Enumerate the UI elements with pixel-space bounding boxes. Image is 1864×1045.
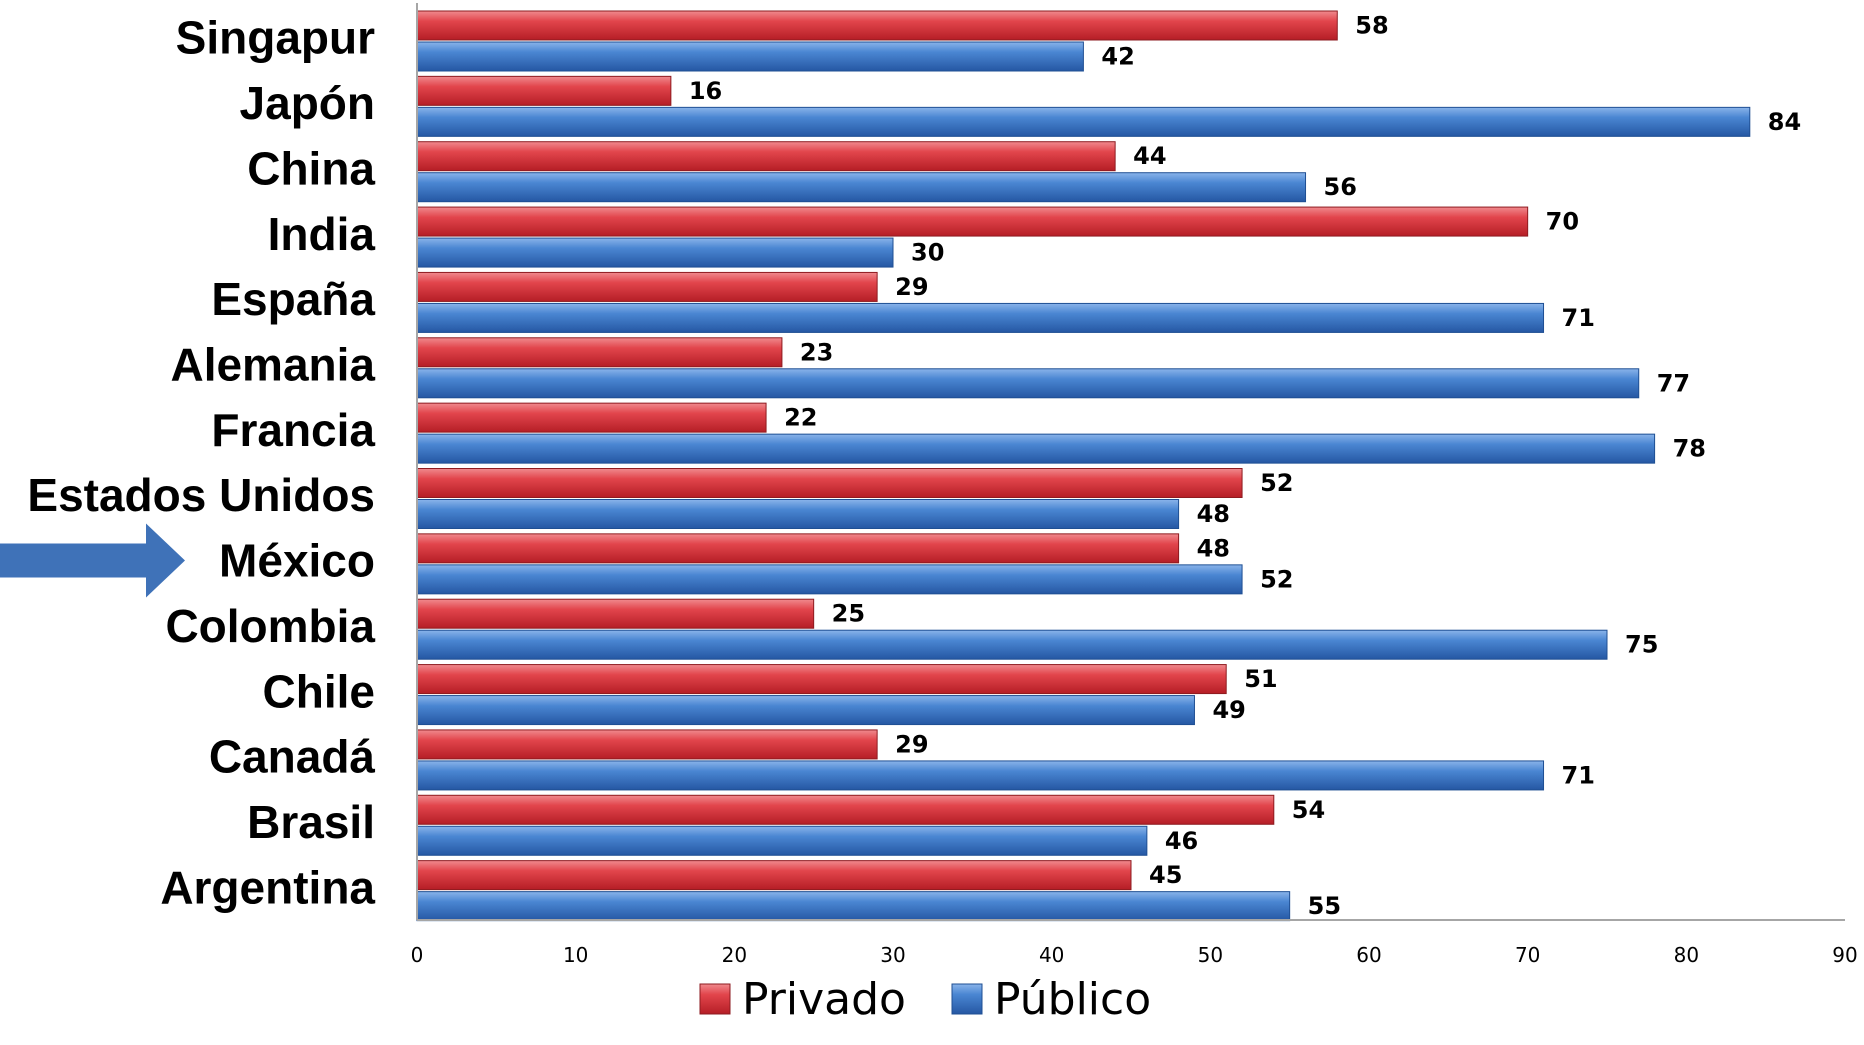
bar-publico-francia	[416, 433, 1656, 464]
data-label-privado-espana: 29	[895, 273, 928, 301]
category-label-mexico: México	[219, 535, 375, 587]
bar-publico-canada	[416, 760, 1545, 791]
bar-privado-china	[416, 141, 1116, 172]
x-tick-label-80: 80	[1674, 943, 1699, 967]
x-tick-label-40: 40	[1039, 943, 1064, 967]
data-label-publico-colombia: 75	[1625, 631, 1658, 659]
data-label-publico-estados-unidos: 48	[1197, 500, 1230, 528]
bar-privado-canada	[416, 729, 878, 760]
x-tick-label-30: 30	[880, 943, 905, 967]
bar-privado-singapur	[416, 10, 1338, 41]
bar-privado-japon	[416, 75, 672, 106]
data-label-publico-brasil: 46	[1165, 827, 1198, 855]
data-label-publico-argentina: 55	[1308, 892, 1341, 920]
data-label-publico-china: 56	[1324, 173, 1357, 201]
x-tick-label-90: 90	[1832, 943, 1857, 967]
legend-item-privado: Privado	[699, 974, 906, 1025]
data-label-publico-canada: 71	[1562, 761, 1595, 789]
bar-privado-alemania	[416, 337, 783, 368]
data-label-privado-francia: 22	[784, 404, 817, 432]
data-label-privado-chile: 51	[1244, 665, 1277, 693]
x-tick-label-60: 60	[1356, 943, 1381, 967]
data-label-privado-japon: 16	[689, 77, 722, 105]
bar-privado-espana	[416, 271, 878, 302]
data-label-publico-alemania: 77	[1657, 369, 1690, 397]
bar-publico-estados-unidos	[416, 499, 1180, 529]
data-label-privado-argentina: 45	[1149, 861, 1182, 889]
data-label-publico-espana: 71	[1562, 304, 1595, 332]
data-label-publico-singapur: 42	[1101, 43, 1134, 71]
bar-publico-singapur	[416, 41, 1084, 72]
x-tick-label-20: 20	[722, 943, 747, 967]
data-label-privado-canada: 29	[895, 730, 928, 758]
category-label-chile: Chile	[263, 665, 375, 717]
legend: Privado Público	[699, 974, 1151, 1025]
bar-privado-estados-unidos	[416, 468, 1243, 498]
axis-group: 0 10 20 30 40 50 60 70 80 90	[411, 3, 1858, 967]
data-label-privado-estados-unidos: 52	[1260, 469, 1293, 497]
bar-publico-alemania	[416, 368, 1640, 399]
category-label-china: China	[247, 142, 375, 194]
bar-publico-espana	[416, 302, 1545, 333]
category-label-india: India	[268, 208, 376, 260]
category-label-canada: Canadá	[209, 731, 376, 783]
category-label-argentina: Argentina	[160, 861, 375, 913]
legend-swatch-privado	[699, 983, 731, 1015]
data-label-publico-francia: 78	[1673, 435, 1706, 463]
bar-privado-argentina	[416, 860, 1132, 891]
bar-privado-colombia	[416, 598, 815, 629]
category-label-francia: Francia	[211, 404, 375, 456]
bar-publico-brasil	[416, 825, 1148, 856]
data-label-privado-singapur: 58	[1355, 12, 1388, 40]
legend-label-privado: Privado	[742, 974, 906, 1025]
right-arrow-icon	[0, 523, 185, 598]
bars-group	[416, 10, 1751, 922]
category-label-japon: Japón	[240, 77, 375, 129]
bar-privado-francia	[416, 402, 767, 433]
bar-publico-mexico	[416, 564, 1243, 595]
data-label-publico-chile: 49	[1212, 696, 1245, 724]
legend-label-publico: Público	[994, 974, 1151, 1025]
legend-swatch-publico	[951, 983, 983, 1015]
x-tick-label-70: 70	[1515, 943, 1540, 967]
data-label-privado-china: 44	[1133, 142, 1166, 170]
labels-group: Singapur 58 42 Japón 16 84 China 44 56 India 70 30 E…	[27, 12, 1801, 921]
data-label-publico-japon: 84	[1768, 108, 1801, 136]
x-tick-label-0: 0	[411, 943, 424, 967]
data-label-privado-colombia: 25	[832, 600, 865, 628]
bar-publico-china	[416, 172, 1307, 203]
bar-publico-chile	[416, 695, 1195, 726]
bar-privado-chile	[416, 664, 1227, 695]
highlight-arrow	[0, 523, 185, 598]
bar-privado-india	[416, 206, 1529, 237]
bar-publico-japon	[416, 106, 1751, 137]
data-label-publico-mexico: 52	[1260, 565, 1293, 593]
data-label-publico-india: 30	[911, 239, 944, 267]
bar-privado-brasil	[416, 794, 1275, 825]
data-label-privado-brasil: 54	[1292, 796, 1325, 824]
bar-publico-colombia	[416, 629, 1608, 660]
category-label-espana: España	[211, 273, 375, 325]
data-label-privado-alemania: 23	[800, 338, 833, 366]
bar-privado-mexico	[416, 533, 1180, 564]
bar-publico-india	[416, 237, 894, 268]
data-label-privado-mexico: 48	[1197, 534, 1230, 562]
category-label-colombia: Colombia	[165, 600, 375, 652]
x-tick-label-50: 50	[1198, 943, 1223, 967]
data-label-privado-india: 70	[1546, 208, 1579, 236]
x-tick-label-10: 10	[563, 943, 588, 967]
legend-item-publico: Público	[951, 974, 1151, 1025]
category-label-singapur: Singapur	[176, 12, 375, 64]
bar-publico-argentina	[416, 891, 1291, 922]
category-label-brasil: Brasil	[247, 796, 375, 848]
category-label-alemania: Alemania	[170, 338, 375, 390]
category-label-estados-unidos: Estados Unidos	[27, 469, 375, 521]
